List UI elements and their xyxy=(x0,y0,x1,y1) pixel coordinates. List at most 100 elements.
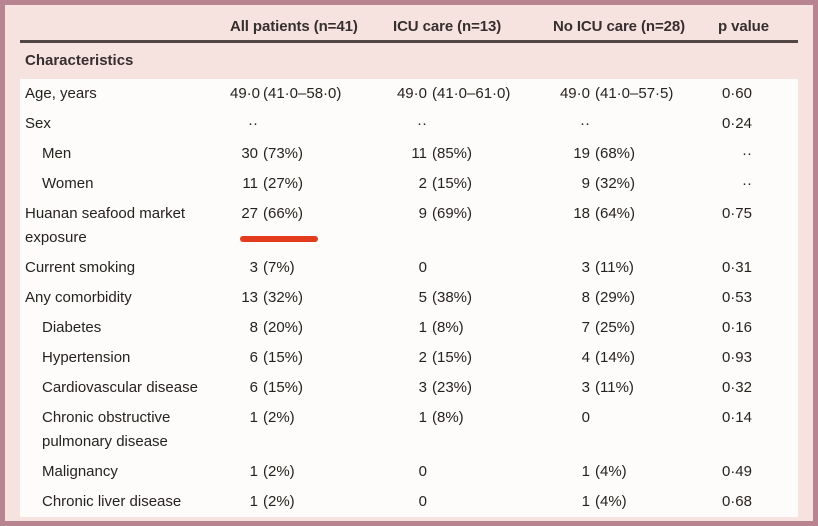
data-cell: 0·93 xyxy=(705,346,798,370)
cell-value-detail: (25%) xyxy=(595,319,636,336)
cell-value-number: 0 xyxy=(418,493,427,510)
table-row: Current smoking 3 (7%) 0 3 (11%) 0·31 xyxy=(20,253,798,283)
cell-value-detail: (15%) xyxy=(432,175,473,192)
cell-value-number: 1 xyxy=(418,409,427,426)
cell-value-number: 0 xyxy=(581,409,590,426)
table-row: Age, years 49·0 (41·0–58·0) 49·0 (41·0–61·0)… xyxy=(20,79,798,109)
cell-value-detail: (85%) xyxy=(432,145,473,162)
data-cell: ·· xyxy=(390,112,545,136)
cell-value-number: 0·68 xyxy=(721,493,752,510)
cell-value-number: 6 xyxy=(249,349,258,366)
data-cell: 2 (15%) xyxy=(390,172,545,196)
data-cell: 1 (2%) xyxy=(230,490,390,514)
cell-value-number: 11 xyxy=(411,145,427,162)
data-cell: 0·49 xyxy=(705,460,798,484)
data-cell: 3 (23%) xyxy=(390,376,545,400)
row-label: Any comorbidity xyxy=(25,289,132,306)
column-header-p-value: p value xyxy=(718,17,769,35)
data-cell: 18 (64%) xyxy=(545,202,705,250)
cell-value-detail: (2%) xyxy=(263,493,295,510)
cell-value-number: 0·14 xyxy=(721,409,752,426)
cell-value-number: 0·75 xyxy=(721,205,752,222)
cell-value-number: 0·53 xyxy=(721,289,752,306)
cell-value-detail: (29%) xyxy=(595,289,636,306)
cell-value-detail: (2%) xyxy=(263,463,295,480)
cell-value-number: 0·16 xyxy=(721,319,752,336)
cell-value-number: 30 xyxy=(241,145,258,162)
data-cell: 0·75 xyxy=(705,202,798,250)
cell-value-detail: (20%) xyxy=(263,319,304,336)
table-row: Cardiovascular disease 6 (15%) 3 (23%) 3 (11%)… xyxy=(20,373,798,403)
data-cell: 6 (15%) xyxy=(230,376,390,400)
cell-value-number: 49·0 xyxy=(396,85,427,102)
data-cell: 49·0 (41·0–58·0) xyxy=(230,82,390,106)
data-cell: 7 (25%) xyxy=(545,316,705,340)
table-row: Chronic obstructive pulmonary disease 1 (2… xyxy=(20,403,798,457)
data-cell: 2 (15%) xyxy=(390,346,545,370)
data-cell: 13 (32%) xyxy=(230,286,390,310)
cell-value-detail: (32%) xyxy=(263,289,304,306)
data-cell: 1 (8%) xyxy=(390,316,545,340)
cell-value-detail: (64%) xyxy=(595,205,636,222)
cell-value-detail: (41·0–61·0) xyxy=(432,85,511,102)
cell-value-number: 11 xyxy=(242,175,258,192)
cell-value-number: 1 xyxy=(418,319,427,336)
cell-value-number: 5 xyxy=(418,289,427,306)
data-cell: 1 (4%) xyxy=(545,460,705,484)
cell-value-number: 0·24 xyxy=(721,115,752,132)
data-cell: 1 (2%) xyxy=(230,406,390,454)
cell-value-detail: (23%) xyxy=(432,379,473,396)
cell-value-number: 1 xyxy=(249,409,258,426)
data-cell: 1 (4%) xyxy=(545,490,705,514)
cell-value-number: 3 xyxy=(418,379,427,396)
cell-value-number: 1 xyxy=(581,463,590,480)
cell-value-number: 9 xyxy=(418,205,427,222)
row-label: Malignancy xyxy=(42,463,118,480)
cell-value-number: 1 xyxy=(581,493,590,510)
data-cell: 11 (27%) xyxy=(230,172,390,196)
cell-value-detail: (27%) xyxy=(263,175,304,192)
row-label: Huanan seafood market exposure xyxy=(25,205,186,246)
data-cell: 3 (7%) xyxy=(230,256,390,280)
table-header-row: All patients (n=41) ICU care (n=13) No I… xyxy=(20,5,798,43)
cell-value-number: 49·0 xyxy=(230,85,261,102)
data-cell: 0 xyxy=(390,460,545,484)
cell-value-number: 0·32 xyxy=(721,379,752,396)
cell-value-detail: (41·0–57·5) xyxy=(595,85,674,102)
cell-value-detail: (15%) xyxy=(263,349,304,366)
cell-value-number: 49·0 xyxy=(559,85,590,102)
table-row: Sex ·· ·· ·· 0·24 xyxy=(20,109,798,139)
cell-value-number: 2 xyxy=(418,175,427,192)
cell-value-number: 8 xyxy=(249,319,258,336)
data-cell: 9 (32%) xyxy=(545,172,705,196)
column-header-no-icu-care: No ICU care (n=28) xyxy=(553,17,685,35)
cell-value-detail: (2%) xyxy=(263,409,295,426)
table-row: Huanan seafood market exposure 27 (66%) 9 (6… xyxy=(20,199,798,253)
row-label: Chronic liver disease xyxy=(42,493,182,510)
cell-value-detail: (68%) xyxy=(595,145,636,162)
cell-value-detail: (15%) xyxy=(263,379,304,396)
cell-value-number: 6 xyxy=(249,379,258,396)
cell-value-number: 13 xyxy=(241,289,258,306)
data-cell: 27 (66%) xyxy=(230,202,390,250)
table-row: Malignancy 1 (2%) 0 1 (4%) 0·49 xyxy=(20,457,798,487)
cell-value-number: ·· xyxy=(742,145,752,162)
row-label: Hypertension xyxy=(42,349,131,366)
data-cell: 0·60 xyxy=(705,82,798,106)
data-cell: ·· xyxy=(545,112,705,136)
cell-value-number: 0·49 xyxy=(721,463,752,480)
data-cell: 4 (14%) xyxy=(545,346,705,370)
row-label: Age, years xyxy=(25,85,97,102)
cell-value-number: 0 xyxy=(418,463,427,480)
cell-value-number: 3 xyxy=(581,259,590,276)
cell-value-detail: (66%) xyxy=(263,205,304,222)
data-cell: 11 (85%) xyxy=(390,142,545,166)
data-cell: 6 (15%) xyxy=(230,346,390,370)
cell-value-number: 0·60 xyxy=(721,85,752,102)
cell-value-number: ·· xyxy=(417,115,427,132)
cell-value-number: 3 xyxy=(249,259,258,276)
data-cell: 9 (69%) xyxy=(390,202,545,250)
cell-value-detail: (15%) xyxy=(432,349,473,366)
data-cell: ·· xyxy=(705,142,798,166)
